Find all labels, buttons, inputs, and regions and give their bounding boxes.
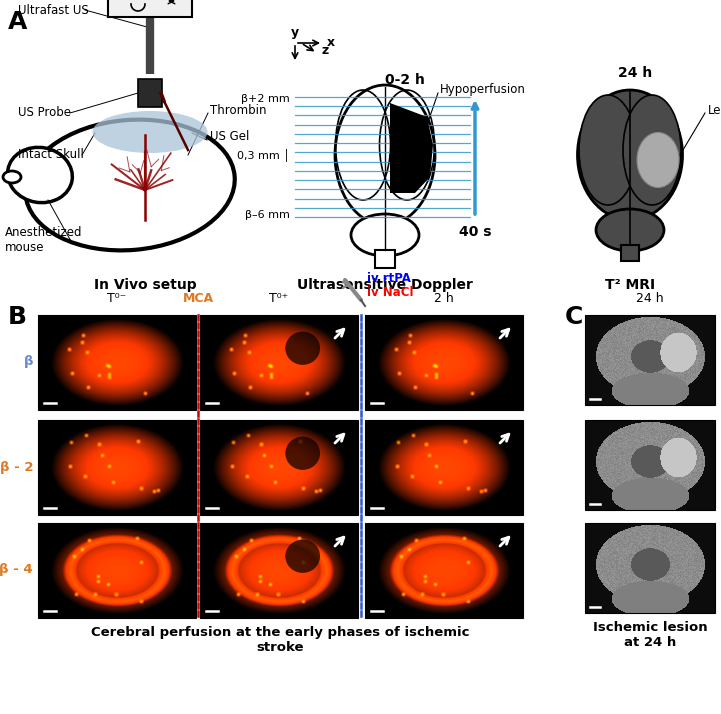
Ellipse shape — [286, 540, 320, 573]
Text: T⁰⁺: T⁰⁺ — [270, 292, 288, 305]
Text: y: y — [291, 26, 299, 39]
Bar — [585, 523, 715, 613]
Bar — [38, 523, 196, 618]
Bar — [365, 523, 523, 618]
Bar — [585, 420, 715, 510]
Text: β - 2: β - 2 — [0, 461, 33, 473]
Text: Intact Skull: Intact Skull — [18, 149, 84, 161]
Text: β - 4: β - 4 — [0, 563, 33, 576]
Text: β–6 mm: β–6 mm — [245, 210, 290, 220]
Bar — [585, 315, 715, 405]
Text: β+2 mm: β+2 mm — [242, 94, 290, 104]
Text: Ultrasensitive Doppler: Ultrasensitive Doppler — [297, 278, 473, 292]
Text: Hypoperfusion: Hypoperfusion — [440, 84, 526, 96]
FancyBboxPatch shape — [108, 0, 192, 17]
Bar — [138, 79, 162, 107]
Text: β: β — [24, 356, 33, 368]
Text: 24 h: 24 h — [618, 66, 652, 80]
Text: Lesion: Lesion — [708, 104, 721, 116]
Ellipse shape — [578, 90, 683, 220]
Text: C: C — [565, 305, 583, 329]
Ellipse shape — [8, 147, 72, 203]
Text: US Gel: US Gel — [210, 131, 249, 144]
Text: B: B — [8, 305, 27, 329]
Bar — [621, 245, 639, 261]
Ellipse shape — [596, 209, 664, 251]
Text: iv rtPA: iv rtPA — [367, 271, 411, 284]
Text: 2 h: 2 h — [434, 292, 454, 305]
Text: z: z — [321, 44, 328, 58]
Polygon shape — [390, 103, 433, 193]
Text: Ultrafast US: Ultrafast US — [18, 4, 89, 16]
Text: T⁰⁻: T⁰⁻ — [107, 292, 127, 305]
Ellipse shape — [637, 133, 679, 188]
Bar — [200, 420, 358, 515]
Text: x: x — [327, 36, 335, 49]
Text: Ischemic lesion
at 24 h: Ischemic lesion at 24 h — [593, 621, 707, 649]
Text: Cerebral perfusion at the early phases of ischemic
stroke: Cerebral perfusion at the early phases o… — [91, 626, 469, 654]
Text: 24 h: 24 h — [636, 292, 664, 305]
Ellipse shape — [623, 95, 681, 205]
Text: Thrombin: Thrombin — [210, 104, 267, 116]
Text: In Vivo setup: In Vivo setup — [94, 278, 196, 292]
Ellipse shape — [579, 95, 637, 205]
Text: 40 s: 40 s — [459, 225, 491, 239]
Text: iv NaCl: iv NaCl — [367, 286, 414, 298]
Text: 0-2 h: 0-2 h — [385, 73, 425, 87]
Text: MCA: MCA — [182, 292, 213, 305]
Text: Anesthetized
mouse: Anesthetized mouse — [5, 226, 82, 254]
Text: US Probe: US Probe — [18, 106, 71, 119]
Ellipse shape — [351, 214, 419, 256]
Text: T² MRI: T² MRI — [605, 278, 655, 292]
Ellipse shape — [25, 120, 235, 251]
Text: 0,3 mm │: 0,3 mm │ — [237, 149, 290, 161]
Bar — [365, 315, 523, 410]
Text: A: A — [8, 10, 27, 34]
Ellipse shape — [3, 171, 21, 183]
Bar — [38, 315, 196, 410]
Bar — [375, 250, 395, 268]
Bar — [200, 315, 358, 410]
Ellipse shape — [286, 437, 320, 470]
Ellipse shape — [92, 111, 208, 153]
Bar — [365, 420, 523, 515]
Ellipse shape — [286, 331, 320, 365]
Bar — [200, 523, 358, 618]
Ellipse shape — [335, 85, 435, 225]
Bar — [38, 420, 196, 515]
